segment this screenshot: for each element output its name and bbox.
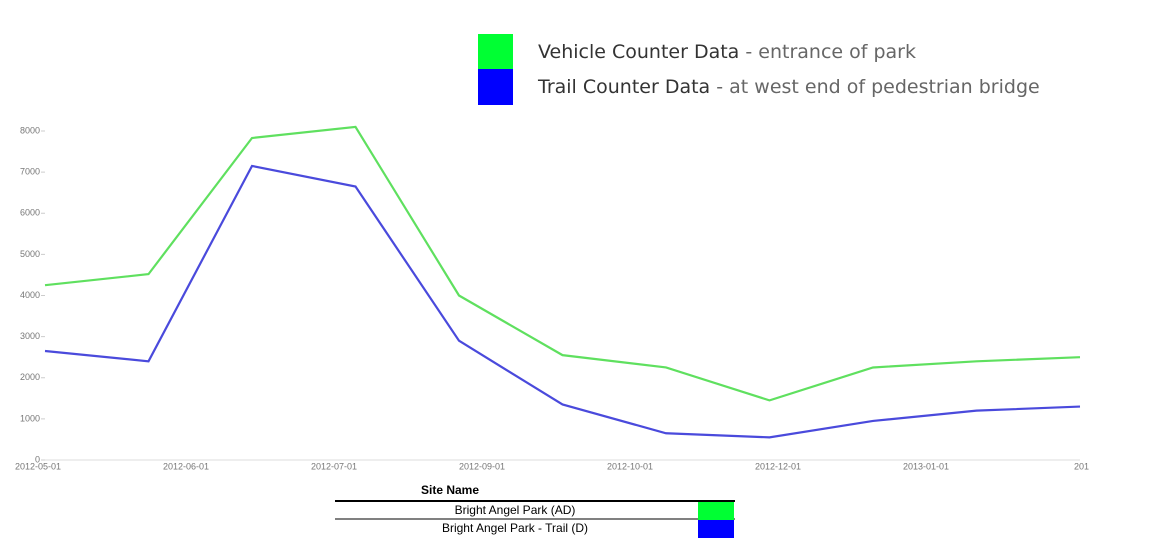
y-tick-label: 1000 — [20, 413, 40, 423]
x-tick-label: 2012-09-01 — [459, 461, 505, 471]
legend-swatch — [478, 69, 513, 105]
x-tick-label: 2012-10-01 — [607, 461, 653, 471]
x-tick-label: 2012-12-01 — [755, 461, 801, 471]
table-cell: Bright Angel Park (AD) — [455, 503, 576, 517]
x-tick-label: 2012-06-01 — [163, 461, 209, 471]
x-tick-label: 2012-05-01 — [15, 461, 61, 471]
legend-description: - at west end of pedestrian bridge — [716, 76, 1039, 98]
y-tick-label: 8000 — [20, 125, 40, 135]
table-header: Site Name — [421, 483, 479, 497]
x-tick-label: 2013-01-01 — [903, 461, 949, 471]
y-tick-label: 2000 — [20, 372, 40, 382]
table-cell: Bright Angel Park - Trail (D) — [442, 521, 588, 535]
plot-area — [44, 125, 1081, 439]
legend-description: - entrance of park — [745, 41, 916, 63]
x-tick-label: 201 — [1074, 461, 1089, 471]
y-tick-label: 5000 — [20, 249, 40, 259]
y-tick-label: 0 — [35, 454, 40, 464]
table-swatch — [698, 520, 734, 538]
legend-swatch — [478, 34, 513, 70]
x-tick-label: 2012-07-01 — [311, 461, 357, 471]
y-tick-label: 6000 — [20, 208, 40, 218]
legend-name: Trail Counter Data — [537, 76, 710, 98]
legend-label: Vehicle Counter Data - entrance of park — [538, 41, 916, 63]
legend-label: Trail Counter Data - at west end of pede… — [537, 76, 1040, 98]
y-tick-label: 3000 — [20, 331, 40, 341]
table-swatch — [698, 502, 734, 520]
series-line — [44, 164, 1081, 439]
y-tick-label: 4000 — [20, 290, 40, 300]
legend-name: Vehicle Counter Data — [538, 41, 739, 63]
series-line — [44, 125, 1081, 402]
y-tick-label: 7000 — [20, 167, 40, 177]
